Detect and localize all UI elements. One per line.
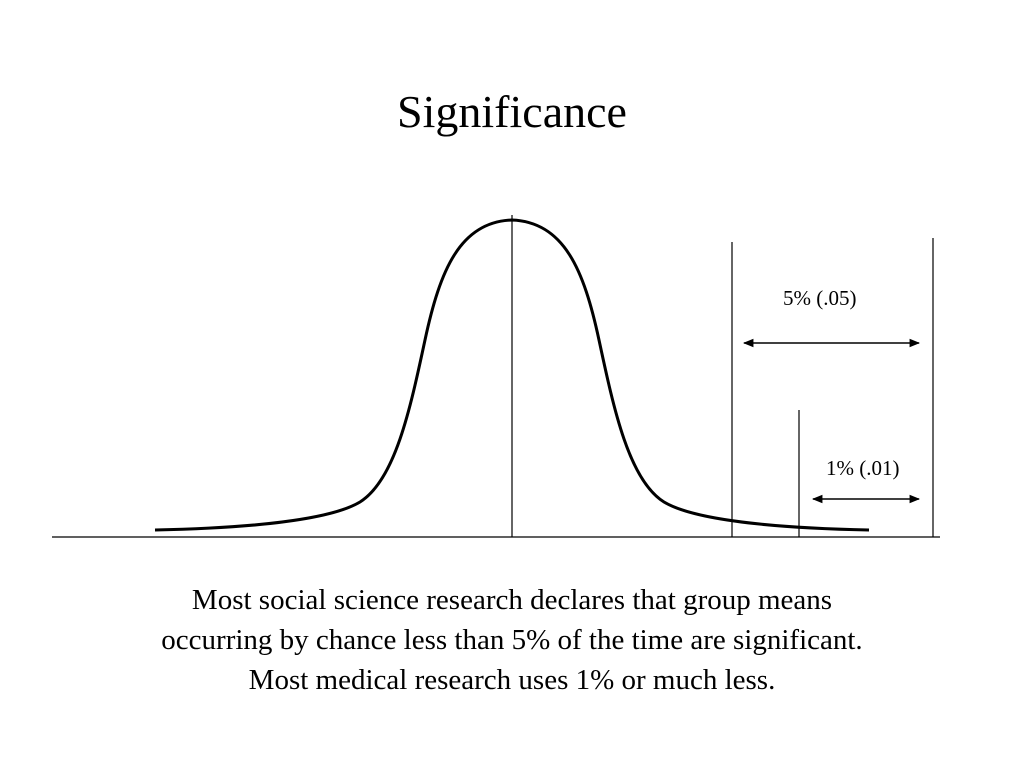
label-5-percent: 5% (.05) — [783, 286, 857, 310]
caption-line-1: Most social science research declares th… — [191, 584, 833, 616]
slide-title: Significance — [397, 86, 627, 137]
caption: Most social science research declares th… — [40, 580, 984, 700]
caption-line-2: occurring by chance less than 5% of the … — [161, 624, 863, 656]
caption-line-3: Most medical research uses 1% or much le… — [248, 664, 776, 696]
label-1-percent: 1% (.01) — [826, 456, 900, 480]
